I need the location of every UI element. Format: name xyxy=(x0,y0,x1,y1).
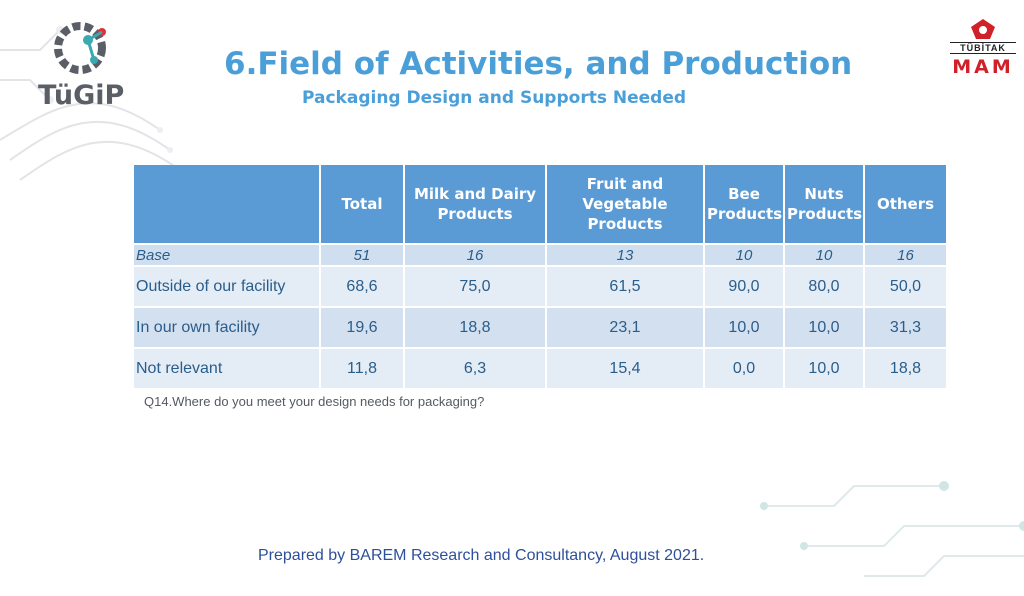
table-cell: 51 xyxy=(320,243,405,266)
tubitak-emblem-icon xyxy=(971,19,995,39)
circuit-decoration-bottom-right xyxy=(760,481,1024,577)
table-header-row: Total Milk and Dairy Products Fruit and … xyxy=(134,165,946,244)
table-cell: 16 xyxy=(404,243,547,266)
row-label: In our own facility xyxy=(134,306,321,348)
table-cell: 16 xyxy=(864,243,946,266)
table-cell: 75,0 xyxy=(404,265,547,307)
gear-icon xyxy=(54,22,106,74)
table-cell: 13 xyxy=(546,243,705,266)
table-cell: 19,6 xyxy=(320,306,405,348)
table-row: In our own facility 19,6 18,8 23,1 10,0 … xyxy=(134,306,946,348)
tugip-logo: TüGiP xyxy=(38,18,138,113)
table-cell: 10,0 xyxy=(784,306,865,348)
question-note: Q14.Where do you meet your design needs … xyxy=(144,394,485,409)
table-cell: 10,0 xyxy=(784,347,865,388)
circuit-decoration-top-left xyxy=(0,26,181,181)
table-row: Outside of our facility 68,6 75,0 61,5 9… xyxy=(134,265,946,307)
header-cell-fruit-vegetable: Fruit and Vegetable Products xyxy=(546,165,705,244)
table-cell: 10 xyxy=(704,243,785,266)
table-cell: 68,6 xyxy=(320,265,405,307)
row-label: Base xyxy=(134,243,321,266)
table-cell: 0,0 xyxy=(704,347,785,388)
table-cell: 80,0 xyxy=(784,265,865,307)
page-subtitle: Packaging Design and Supports Needed xyxy=(302,88,687,108)
header-cell-nuts: Nuts Products xyxy=(784,165,865,244)
table-cell: 31,3 xyxy=(864,306,946,348)
table-row: Not relevant 11,8 6,3 15,4 0,0 10,0 18,8 xyxy=(134,347,946,388)
table-cell: 23,1 xyxy=(546,306,705,348)
header-cell-others: Others xyxy=(864,165,946,244)
table-cell: 18,8 xyxy=(864,347,946,388)
row-label: Outside of our facility xyxy=(134,265,321,307)
table-cell: 61,5 xyxy=(546,265,705,307)
header-cell-total: Total xyxy=(320,165,405,244)
tubitak-text: TÜBİTAK xyxy=(950,42,1016,54)
header-cell-bee: Bee Products xyxy=(704,165,785,244)
tugip-logo-text: TüGiP xyxy=(38,80,125,111)
header-cell-blank xyxy=(134,165,321,244)
table-cell: 50,0 xyxy=(864,265,946,307)
table-cell: 90,0 xyxy=(704,265,785,307)
table-cell: 18,8 xyxy=(404,306,547,348)
table-cell: 10 xyxy=(784,243,865,266)
table-row-base: Base 51 16 13 10 10 16 xyxy=(134,243,946,266)
tubitak-mam-logo: TÜBİTAK MAM xyxy=(950,18,1016,98)
table-cell: 11,8 xyxy=(320,347,405,388)
table-cell: 6,3 xyxy=(404,347,547,388)
row-label: Not relevant xyxy=(134,347,321,388)
footer-credit: Prepared by BAREM Research and Consultan… xyxy=(258,547,705,564)
mam-text: MAM xyxy=(952,56,1014,78)
data-table: Total Milk and Dairy Products Fruit and … xyxy=(134,165,946,388)
table-cell: 10,0 xyxy=(704,306,785,348)
table-cell: 15,4 xyxy=(546,347,705,388)
page-title: 6.Field of Activities, and Production xyxy=(224,46,853,82)
header-cell-milk-dairy: Milk and Dairy Products xyxy=(404,165,547,244)
